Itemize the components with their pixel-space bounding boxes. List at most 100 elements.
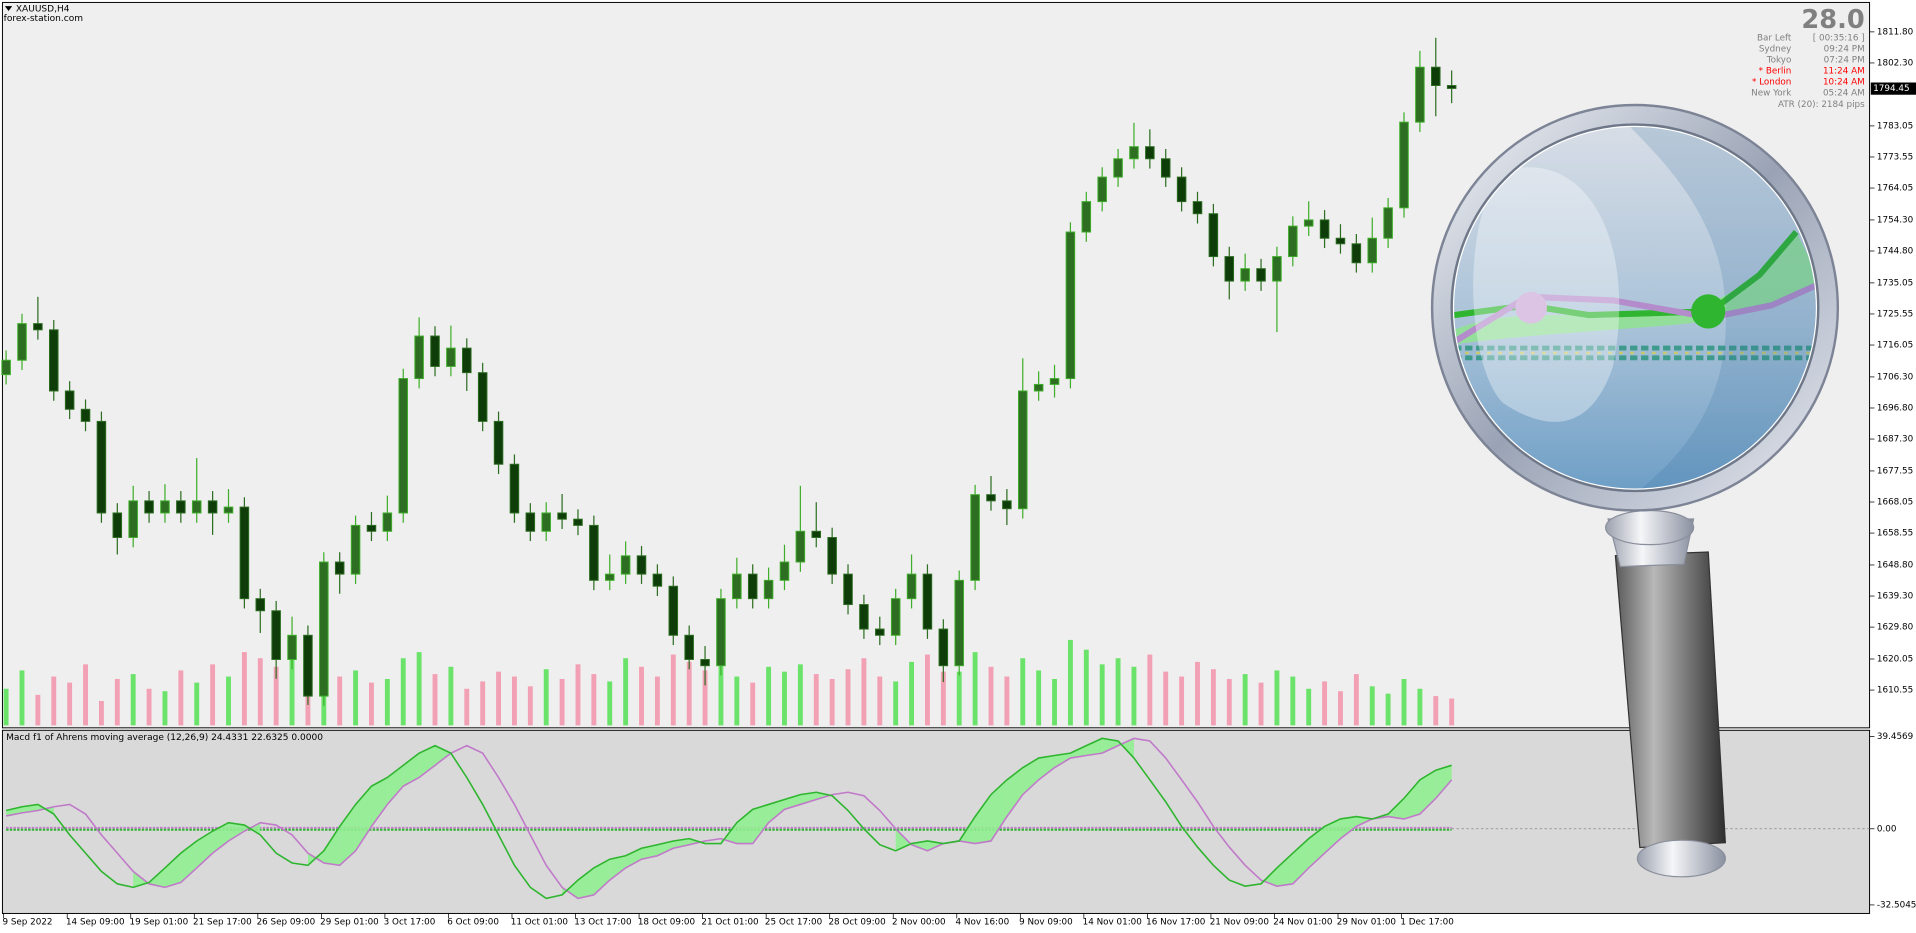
volume-bar bbox=[1099, 664, 1105, 726]
volume-bar bbox=[1385, 693, 1391, 726]
symbol-menu-arrow bbox=[4, 6, 13, 11]
y-tick-label: 1754.30 bbox=[1877, 215, 1913, 225]
info-value: 11:24 AM bbox=[1823, 66, 1865, 76]
info-label: Tokyo bbox=[1766, 55, 1792, 65]
volume-bar bbox=[670, 654, 676, 726]
candle-body bbox=[795, 530, 806, 563]
candle-body bbox=[716, 598, 726, 667]
candle-body bbox=[80, 408, 91, 422]
volume-bar bbox=[543, 669, 549, 726]
macd-fill bbox=[149, 867, 165, 888]
y-tick-label: 1744.80 bbox=[1877, 247, 1913, 257]
volume-bar bbox=[353, 670, 359, 726]
candle-body bbox=[64, 390, 75, 410]
candle-body bbox=[1145, 146, 1155, 160]
candle-body bbox=[239, 506, 250, 600]
macd-fill bbox=[228, 822, 245, 841]
info-value: 07:24 PM bbox=[1824, 55, 1865, 65]
y-tick-label: 1783.05 bbox=[1877, 121, 1913, 131]
macd-fill bbox=[371, 777, 388, 827]
volume-bar bbox=[178, 670, 184, 726]
candle-body bbox=[1160, 158, 1171, 178]
candle-body bbox=[319, 561, 329, 697]
candle-body bbox=[366, 524, 377, 532]
candle-body bbox=[827, 537, 837, 575]
y-tick-label: 1725.55 bbox=[1877, 309, 1913, 319]
candle-body bbox=[573, 518, 583, 526]
macd-fill bbox=[435, 745, 451, 766]
plot: Bar Left [ 00:35:16 ] Sydney 09:24 PM Tokyo 0… bbox=[1, 27, 1916, 928]
candle-body bbox=[160, 500, 170, 514]
candle-body bbox=[1351, 243, 1362, 264]
macd-fill bbox=[577, 867, 594, 899]
candle-body bbox=[843, 573, 853, 606]
volume-bar bbox=[654, 676, 660, 726]
indicator-line bbox=[5, 737, 1452, 900]
macd-fill bbox=[1102, 738, 1119, 754]
candle-body bbox=[350, 524, 361, 575]
x-tick-label: 14 Nov 01:00 bbox=[1083, 918, 1142, 928]
volume-bar bbox=[114, 678, 120, 726]
candle-body bbox=[1002, 500, 1012, 510]
atr-label: ATR (20): 2184 pips bbox=[1778, 100, 1865, 110]
volume-bar bbox=[750, 682, 756, 726]
info-value: [ 00:35:16 ] bbox=[1813, 33, 1865, 43]
candle-body bbox=[700, 658, 710, 667]
macd-fill bbox=[625, 848, 642, 868]
volume-bar bbox=[1131, 666, 1137, 726]
info-label: Sydney bbox=[1759, 44, 1792, 54]
macd-fill bbox=[768, 799, 785, 823]
y-tick-label: 1658.55 bbox=[1877, 529, 1913, 539]
volume-bar bbox=[559, 678, 565, 726]
candle-body bbox=[779, 561, 790, 581]
candle-body bbox=[1017, 390, 1028, 510]
y2-tick-label: 39.4569 bbox=[1877, 732, 1913, 742]
macd-fill bbox=[323, 826, 340, 866]
x-tick-label: 4 Nov 16:00 bbox=[956, 918, 1010, 928]
candle-body bbox=[557, 512, 567, 520]
volume-bar bbox=[1067, 639, 1073, 726]
macd-fill bbox=[1435, 765, 1452, 799]
x-tick-label: 21 Sep 17:00 bbox=[193, 918, 252, 928]
candle-body bbox=[986, 494, 996, 502]
x-tick-label: 16 Nov 17:00 bbox=[1146, 918, 1205, 928]
volume-bar bbox=[1004, 676, 1010, 726]
volume-bar bbox=[845, 669, 851, 726]
x-tick-label: 13 Oct 17:00 bbox=[574, 918, 631, 928]
macd-fill bbox=[212, 822, 229, 854]
x-tick-label: 21 Oct 01:00 bbox=[701, 918, 758, 928]
y-tick-label: 1668.05 bbox=[1877, 498, 1913, 508]
candle-body bbox=[1113, 158, 1123, 178]
y2-tick-label: -32.5045 bbox=[1877, 900, 1916, 910]
info-label: Bar Left bbox=[1757, 33, 1792, 43]
volume-bar bbox=[766, 666, 772, 726]
y-tick-label: 1735.05 bbox=[1877, 278, 1913, 288]
candle-body bbox=[1240, 268, 1250, 282]
macd-fill bbox=[736, 809, 753, 844]
info-label: New York bbox=[1751, 88, 1792, 98]
x-tick-label: 9 Nov 09:00 bbox=[1019, 918, 1073, 928]
volume-bar bbox=[83, 664, 88, 726]
y-tick-label: 1610.55 bbox=[1877, 686, 1913, 696]
volume-bar bbox=[3, 688, 9, 726]
candle-body bbox=[906, 573, 917, 600]
volume-bar bbox=[718, 649, 724, 726]
volume-bar bbox=[1179, 676, 1185, 726]
macd-fill bbox=[800, 792, 817, 805]
macd-fill bbox=[1340, 816, 1357, 839]
macd-fill bbox=[1419, 770, 1436, 815]
volume-bar bbox=[98, 700, 104, 726]
candle-body bbox=[1415, 66, 1425, 123]
volume-bar bbox=[67, 682, 73, 726]
candle-body bbox=[541, 512, 551, 532]
volume-bar bbox=[337, 676, 343, 726]
candle-body bbox=[1367, 237, 1378, 264]
macd-fill bbox=[1388, 798, 1405, 819]
volume-bar bbox=[162, 691, 168, 726]
volume-bar bbox=[861, 658, 867, 726]
candle-body bbox=[430, 335, 440, 367]
y2-tick-label: 0.00 bbox=[1877, 824, 1897, 834]
volume-bar bbox=[273, 666, 279, 726]
candle-body bbox=[271, 610, 281, 660]
